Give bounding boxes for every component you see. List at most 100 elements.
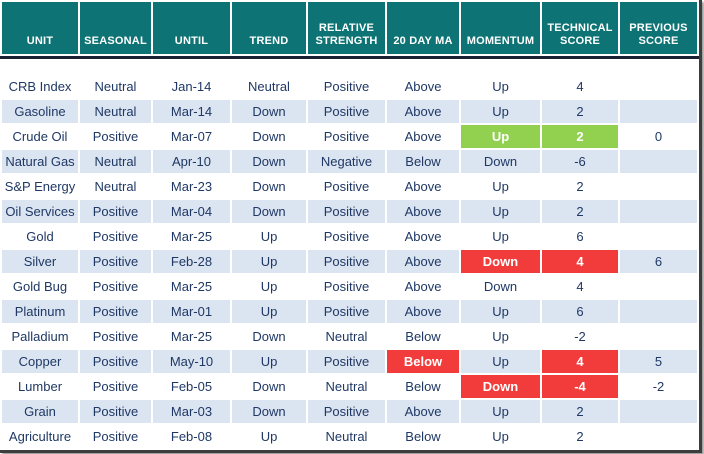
cell-momentum: Up <box>461 200 540 223</box>
cell-unit: S&P Energy <box>2 175 78 198</box>
cell-seasonal: Positive <box>80 425 151 448</box>
cell-relative-strength: Positive <box>308 350 385 373</box>
cell-ma20: Above <box>387 275 459 298</box>
header-cell-technical-score: TECHNICAL SCORE <box>542 2 618 54</box>
header-cell-previous-score: PREVIOUS SCORE <box>620 2 697 54</box>
cell-trend: Up <box>232 250 306 273</box>
cell-momentum: Up <box>461 100 540 123</box>
cell-previous-score <box>620 300 697 323</box>
cell-unit: Gold Bug <box>2 275 78 298</box>
cell-trend: Down <box>232 125 306 148</box>
cell-previous-score <box>620 400 697 423</box>
cell-ma20: Below <box>387 425 459 448</box>
cell-unit: Oil Services <box>2 200 78 223</box>
cell-technical-score: 4 <box>542 275 618 298</box>
cell-ma20: Below <box>387 325 459 348</box>
cell-previous-score: 5 <box>620 350 697 373</box>
cell-trend: Up <box>232 300 306 323</box>
cell-relative-strength: Positive <box>308 250 385 273</box>
cell-ma20: Below <box>387 375 459 398</box>
cell-momentum: Up <box>461 175 540 198</box>
cell-unit: Grain <box>2 400 78 423</box>
cell-ma20: Above <box>387 400 459 423</box>
cell-trend: Down <box>232 175 306 198</box>
cell-relative-strength: Positive <box>308 400 385 423</box>
cell-previous-score <box>620 425 697 448</box>
cell-momentum: Up <box>461 425 540 448</box>
cell-trend: Down <box>232 325 306 348</box>
cell-technical-score: 4 <box>542 250 618 273</box>
cell-seasonal: Positive <box>80 225 151 248</box>
cell-unit: Natural Gas <box>2 150 78 173</box>
spacer-row <box>2 61 697 73</box>
cell-relative-strength: Positive <box>308 200 385 223</box>
cell-unit: Platinum <box>2 300 78 323</box>
cell-technical-score: 2 <box>542 125 618 148</box>
cell-ma20: Above <box>387 125 459 148</box>
cell-technical-score: -6 <box>542 150 618 173</box>
cell-seasonal: Positive <box>80 275 151 298</box>
cell-technical-score: 2 <box>542 175 618 198</box>
cell-trend: Down <box>232 150 306 173</box>
cell-until: Mar-25 <box>153 225 230 248</box>
cell-technical-score: 2 <box>542 200 618 223</box>
cell-seasonal: Positive <box>80 375 151 398</box>
header-bottom-border <box>0 56 699 59</box>
header-cell-ma20: 20 DAY MA <box>387 2 459 54</box>
cell-unit: Copper <box>2 350 78 373</box>
cell-previous-score <box>620 275 697 298</box>
cell-unit: Gasoline <box>2 100 78 123</box>
commodity-technical-table: UNIT SEASONAL UNTIL TREND RELATIVE STRENGTH 2… <box>0 2 699 448</box>
cell-momentum: Up <box>461 400 540 423</box>
cell-until: Mar-25 <box>153 275 230 298</box>
cell-seasonal: Positive <box>80 300 151 323</box>
cell-trend: Neutral <box>232 75 306 98</box>
cell-ma20: Below <box>387 150 459 173</box>
cell-unit: Palladium <box>2 325 78 348</box>
cell-momentum: Down <box>461 250 540 273</box>
cell-technical-score: 6 <box>542 225 618 248</box>
cell-momentum: Up <box>461 350 540 373</box>
header-cell-until: UNTIL <box>153 2 230 54</box>
cell-momentum: Up <box>461 325 540 348</box>
cell-seasonal: Positive <box>80 325 151 348</box>
cell-technical-score: -2 <box>542 325 618 348</box>
cell-until: Mar-25 <box>153 325 230 348</box>
cell-seasonal: Positive <box>80 200 151 223</box>
cell-technical-score: 2 <box>542 425 618 448</box>
cell-previous-score: 6 <box>620 250 697 273</box>
cell-ma20: Above <box>387 100 459 123</box>
cell-momentum: Down <box>461 275 540 298</box>
cell-previous-score: -2 <box>620 375 697 398</box>
cell-seasonal: Positive <box>80 250 151 273</box>
cell-until: Mar-03 <box>153 400 230 423</box>
cell-momentum: Up <box>461 300 540 323</box>
cell-until: Feb-08 <box>153 425 230 448</box>
cell-trend: Up <box>232 225 306 248</box>
cell-trend: Down <box>232 400 306 423</box>
cell-momentum: Up <box>461 225 540 248</box>
cell-unit: Agriculture <box>2 425 78 448</box>
cell-relative-strength: Neutral <box>308 425 385 448</box>
cell-previous-score <box>620 175 697 198</box>
cell-relative-strength: Positive <box>308 275 385 298</box>
cell-trend: Down <box>232 100 306 123</box>
cell-relative-strength: Positive <box>308 225 385 248</box>
cell-trend: Up <box>232 350 306 373</box>
cell-until: Mar-23 <box>153 175 230 198</box>
cell-ma20: Above <box>387 250 459 273</box>
cell-until: Apr-10 <box>153 150 230 173</box>
cell-seasonal: Positive <box>80 350 151 373</box>
cell-technical-score: 4 <box>542 350 618 373</box>
cell-seasonal: Neutral <box>80 100 151 123</box>
cell-previous-score <box>620 325 697 348</box>
cell-previous-score <box>620 100 697 123</box>
cell-until: May-10 <box>153 350 230 373</box>
cell-technical-score: -4 <box>542 375 618 398</box>
cell-ma20: Above <box>387 300 459 323</box>
cell-until: Feb-28 <box>153 250 230 273</box>
cell-until: Mar-01 <box>153 300 230 323</box>
cell-trend: Up <box>232 425 306 448</box>
cell-relative-strength: Negative <box>308 150 385 173</box>
